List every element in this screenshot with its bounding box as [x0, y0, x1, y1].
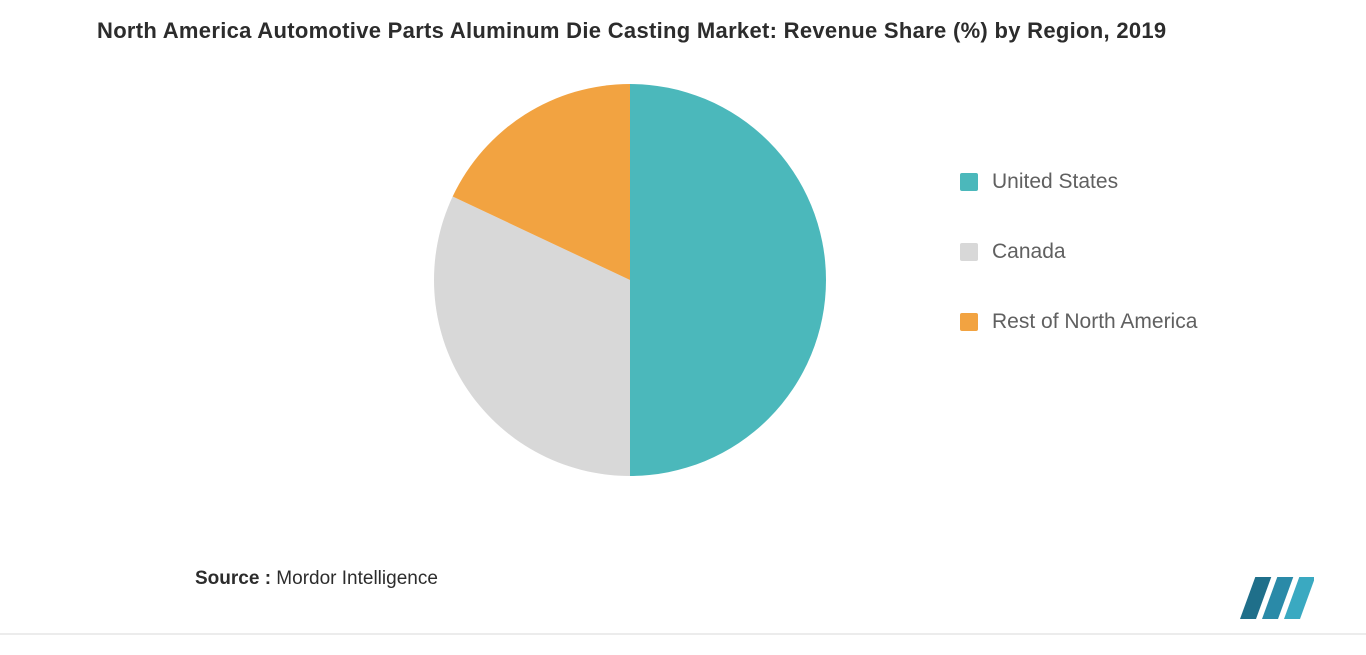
pie-svg — [430, 80, 830, 480]
source-label: Source : — [195, 568, 271, 589]
pie-chart — [430, 80, 830, 480]
legend-item-1: Canada — [960, 240, 1197, 264]
source-attribution: Source : Mordor Intelligence — [195, 568, 438, 590]
legend-item-0: United States — [960, 170, 1197, 194]
legend-label: United States — [992, 170, 1118, 194]
legend: United States Canada Rest of North America — [960, 170, 1197, 334]
pie-slice-0 — [630, 84, 826, 476]
legend-swatch — [960, 313, 978, 331]
legend-item-2: Rest of North America — [960, 310, 1197, 334]
brand-logo — [1240, 577, 1314, 619]
legend-swatch — [960, 243, 978, 261]
divider — [0, 633, 1366, 635]
logo-svg — [1240, 577, 1314, 619]
chart-title: North America Automotive Parts Aluminum … — [97, 18, 1166, 44]
legend-swatch — [960, 173, 978, 191]
legend-label: Canada — [992, 240, 1066, 264]
legend-label: Rest of North America — [992, 310, 1197, 334]
source-value: Mordor Intelligence — [271, 568, 438, 589]
